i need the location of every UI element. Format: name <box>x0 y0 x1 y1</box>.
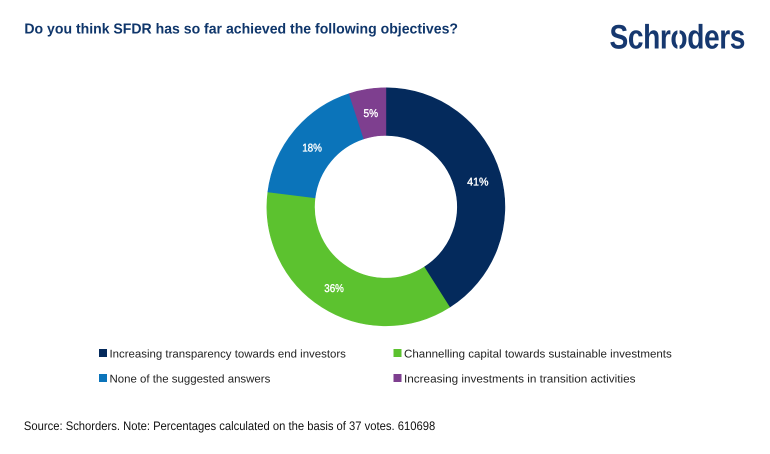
svg-text:41%: 41% <box>467 177 488 189</box>
svg-text:Source: Schorders. Note: Perce: Source: Schorders. Note: Percentages cal… <box>24 419 435 433</box>
svg-text:5%: 5% <box>364 108 379 120</box>
svg-text:Channelling capital towards su: Channelling capital towards sustainable … <box>404 349 672 361</box>
svg-text:18%: 18% <box>302 142 322 154</box>
svg-text:Schroders: Schroders <box>610 18 746 56</box>
svg-text:Do you think SFDR has so far a: Do you think SFDR has so far achieved th… <box>24 22 458 38</box>
svg-text:36%: 36% <box>324 283 344 295</box>
svg-text:Increasing transparency toward: Increasing transparency towards end inve… <box>110 349 347 361</box>
svg-text:Increasing investments in tran: Increasing investments in transition act… <box>404 374 636 386</box>
svg-text:None of the suggested answers: None of the suggested answers <box>110 374 271 386</box>
